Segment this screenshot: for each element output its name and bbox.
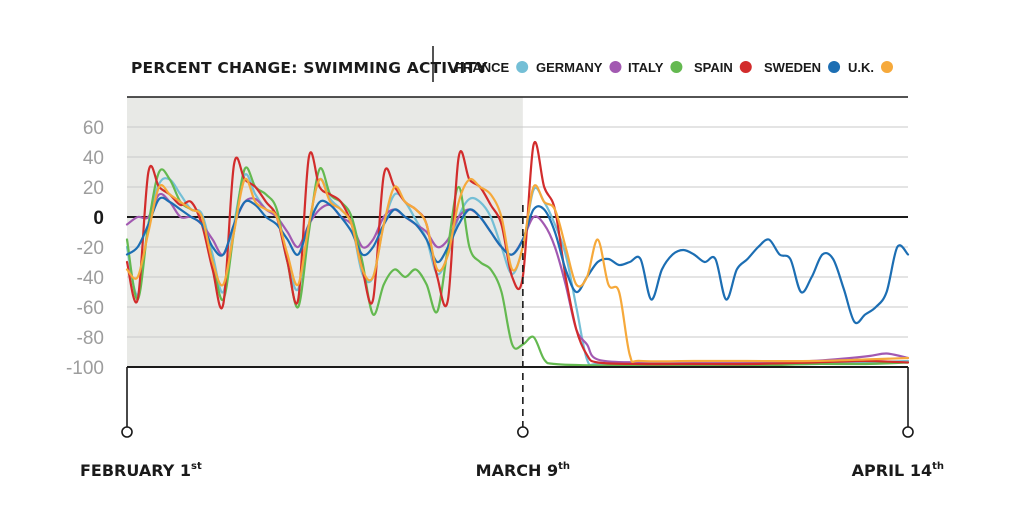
date-label: FEBRUARY 1st xyxy=(80,461,202,480)
legend-label-spain: SPAIN xyxy=(694,60,733,75)
date-label: MARCH 9th xyxy=(476,461,570,480)
date-label-text: MARCH 9 xyxy=(476,461,558,480)
date-label-text: APRIL 14 xyxy=(852,461,932,480)
y-tick-label: -80 xyxy=(77,328,104,349)
legend-swatch-uk xyxy=(881,61,893,73)
legend: FRANCE GERMANY ITALY SPAIN SWEDEN U.K. xyxy=(455,60,893,75)
date-label-suffix: st xyxy=(191,461,202,472)
date-markers: FEBRUARY 1st MARCH 9th APRIL 14th xyxy=(80,205,944,480)
y-tick-label: 40 xyxy=(83,148,104,169)
y-tick-label: -60 xyxy=(77,298,104,319)
series-lines xyxy=(125,141,910,367)
series-line-spain xyxy=(125,141,910,366)
pre-lockdown-shaded-period xyxy=(127,97,523,367)
series-line-sweden xyxy=(125,196,910,325)
date-label-suffix: th xyxy=(932,461,944,472)
gridlines xyxy=(127,126,908,338)
date-label: APRIL 14th xyxy=(852,461,944,480)
legend-swatch-sweden xyxy=(828,61,841,73)
legend-label-italy: ITALY xyxy=(628,60,664,75)
y-axis-tick-labels: 60 40 20 0 -20 -40 -60 -80 -100 xyxy=(66,118,104,379)
legend-label-france: FRANCE xyxy=(455,60,509,75)
chart-title: PERCENT CHANGE: SWIMMING ACTIVITY xyxy=(131,59,488,77)
y-tick-label: 20 xyxy=(83,178,104,199)
y-tick-label: 0 xyxy=(93,208,104,229)
legend-swatch-france xyxy=(516,61,529,73)
y-tick-label: -20 xyxy=(77,238,104,259)
date-marker-dot xyxy=(902,426,914,438)
y-tick-label: 60 xyxy=(83,118,104,139)
series-line-uk xyxy=(125,177,910,364)
y-tick-label: -100 xyxy=(66,358,104,379)
y-tick-label: -40 xyxy=(77,268,104,289)
legend-swatch-italy xyxy=(670,61,683,73)
legend-label-germany: GERMANY xyxy=(536,60,603,75)
date-marker-dot xyxy=(121,426,133,438)
legend-label-sweden: SWEDEN xyxy=(764,60,821,75)
legend-label-uk: U.K. xyxy=(848,60,874,75)
date-label-suffix: th xyxy=(558,461,570,472)
date-label-text: FEBRUARY 1 xyxy=(80,461,191,480)
legend-swatch-germany xyxy=(609,61,622,73)
series-line-france xyxy=(125,173,910,367)
legend-swatch-spain xyxy=(739,61,752,73)
date-marker-dot xyxy=(517,426,529,438)
